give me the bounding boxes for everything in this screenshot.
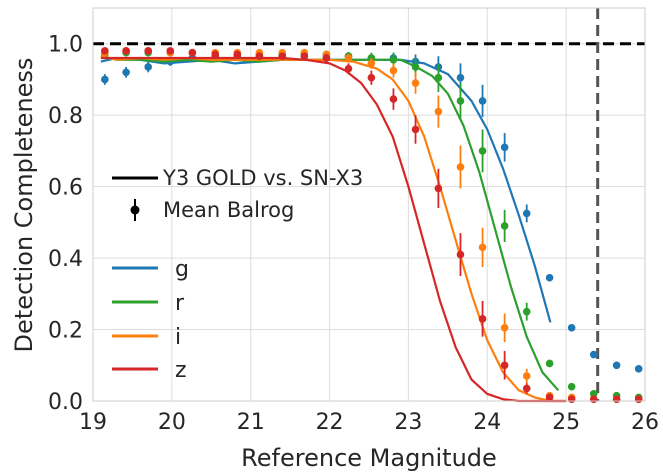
legend-marker-swatch [130,205,140,215]
point-r [500,222,509,230]
reference-lines [93,8,645,401]
point-z [101,47,109,55]
point-z [278,52,287,61]
point-r [589,390,598,398]
point-i [389,66,398,75]
point-r [434,73,443,82]
curve-z [100,56,567,403]
legend: Y3 GOLD vs. SN-X3 Mean Balrog g r i z [112,166,363,383]
x-tick-label: 22 [316,410,344,435]
point-g [500,143,509,152]
point-z [589,395,598,404]
point-z [166,47,175,55]
point-r [389,56,398,64]
point-i [478,243,487,252]
tick-labels: 19 20 21 22 23 24 25 26 0.0 0.2 0.4 0.6 0.8 1.0 [48,33,659,435]
point-z [434,184,443,193]
x-axis-label: Reference Magnitude [241,444,497,472]
x-tick-label: 20 [158,410,186,435]
point-z [255,52,264,61]
point-z [522,384,531,393]
legend-marker-label: Mean Balrog [163,198,294,222]
point-r [411,63,420,71]
y-tick-label: 0.8 [48,104,83,129]
point-z [478,315,487,323]
point-z [344,64,353,73]
point-g [101,75,109,84]
point-z [233,50,242,59]
point-i [344,54,353,62]
x-tick-label: 25 [552,410,580,435]
point-z [122,47,130,55]
curve-r [100,55,560,392]
point-r [456,97,465,105]
point-z [300,52,309,61]
x-tick-label: 26 [631,410,659,435]
point-z [456,250,465,259]
point-g [478,97,487,105]
point-z [500,361,509,370]
x-tick-label: 19 [79,410,107,435]
point-g [522,209,531,218]
y-tick-label: 1.0 [48,33,83,58]
point-i [522,372,531,380]
point-g [634,365,643,373]
point-g [122,68,130,77]
plot-frame [92,7,646,402]
data-series [100,47,643,404]
point-i [411,79,420,87]
point-z [188,48,197,57]
point-r [545,359,554,368]
point-i [456,163,465,171]
y-tick-label: 0.2 [48,319,83,344]
point-r [478,147,487,155]
point-z [211,50,220,59]
point-g [612,361,621,370]
point-z [567,395,576,404]
plot-area [93,8,645,401]
legend-label-i: i [175,325,181,350]
point-g [456,73,465,82]
point-g [567,323,576,332]
point-z [389,95,398,103]
point-z [144,47,152,55]
legend-label-z: z [175,358,187,383]
point-g [144,63,152,71]
x-tick-label: 23 [394,410,422,435]
point-i [500,323,509,332]
legend-label-r: r [175,291,185,316]
point-z [612,395,621,404]
y-axis-label: Detection Completeness [10,58,38,353]
y-tick-label: 0.4 [48,247,83,272]
x-tick-label: 21 [237,410,265,435]
point-z [367,73,376,82]
y-tick-label: 0.0 [48,390,83,415]
point-g [545,273,554,282]
legend-line-label: Y3 GOLD vs. SN-X3 [162,166,363,190]
point-z [634,395,643,404]
point-z [411,125,420,134]
legend-label-g: g [175,257,189,282]
point-r [522,307,531,316]
point-g [589,350,598,359]
point-r [567,382,576,391]
y-tick-label: 0.6 [48,176,83,201]
x-tick-label: 24 [473,410,501,435]
point-i [367,59,376,68]
point-i [434,107,443,116]
point-z [545,393,554,402]
point-z [322,54,331,62]
